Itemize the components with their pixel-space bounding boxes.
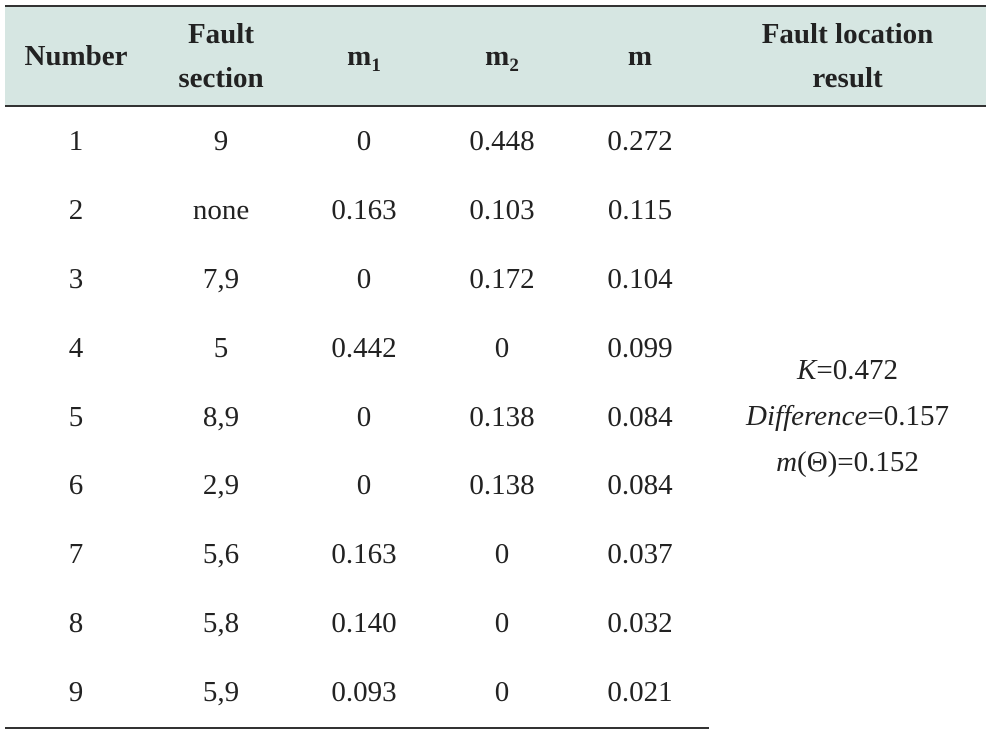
cell-m: 0.084 xyxy=(607,469,673,502)
cell-m1: 0 xyxy=(356,124,372,157)
header-fault-section: Fault section xyxy=(147,5,295,107)
table-row: 7 5,6 0.163 0 0.037 xyxy=(5,520,986,589)
cell-m2: 0.103 xyxy=(469,193,535,226)
cell-fault-section: 5,9 xyxy=(147,658,295,730)
cell-m: 0.037 xyxy=(607,538,673,571)
cell-m2: 0 xyxy=(494,607,510,640)
result-difference: Difference=0.157 xyxy=(746,399,949,432)
cell-m1: 0 xyxy=(356,469,372,502)
cell-m: 0.115 xyxy=(607,193,673,226)
table-row: 6 2,9 0 0.138 0.084 xyxy=(5,451,986,520)
cell-m2: 0.138 xyxy=(469,400,535,433)
cell-number: 3 xyxy=(68,262,84,295)
cell-fault-section: 9 xyxy=(213,124,229,157)
cell-m2: 0 xyxy=(494,538,510,571)
header-m1: m1 xyxy=(295,5,433,107)
cell-number: 9 xyxy=(5,658,147,730)
cell-fault-section: 5,6 xyxy=(202,538,240,571)
cell-m1: 0.442 xyxy=(331,331,397,364)
cell-fault-section: none xyxy=(192,193,250,226)
cell-number: 8 xyxy=(68,607,84,640)
fault-location-table: Number Fault section m1 m2 m Fault locat… xyxy=(5,5,986,730)
cell-m2: 0 xyxy=(494,331,510,364)
result-k: K=0.472 xyxy=(797,353,898,386)
cell-m2: 0.138 xyxy=(469,469,535,502)
cell-fault-section: 2,9 xyxy=(202,469,240,502)
cell-number: 5 xyxy=(68,400,84,433)
cell-m: 0.272 xyxy=(607,124,673,157)
cell-number: 7 xyxy=(68,538,84,571)
cell-m1: 0 xyxy=(356,262,372,295)
table-header-row: Number Fault section m1 m2 m Fault locat… xyxy=(5,5,986,107)
cell-m2: 0 xyxy=(433,658,571,730)
table-row: 3 7,9 0 0.172 0.104 xyxy=(5,245,986,314)
cell-fault-section: 5 xyxy=(213,331,229,364)
header-m: m xyxy=(571,5,709,107)
cell-number: 1 xyxy=(68,124,84,157)
result-m-theta: m(Θ)=0.152 xyxy=(776,445,919,478)
table-row: 4 5 0.442 0 0.099 xyxy=(5,314,986,383)
cell-number: 6 xyxy=(68,469,84,502)
fault-location-result-cell: K=0.472 Difference=0.157 m(Θ)=0.152 xyxy=(709,106,986,728)
header-fault-location-result: Fault location result xyxy=(709,5,986,107)
cell-m: 0.032 xyxy=(607,607,673,640)
cell-m: 0.104 xyxy=(607,262,673,295)
table-row: 5 8,9 0 0.138 0.084 xyxy=(5,383,986,452)
fault-location-table-container: Number Fault section m1 m2 m Fault locat… xyxy=(5,5,986,730)
table-row: 8 5,8 0.140 0 0.032 xyxy=(5,589,986,658)
cell-fault-section: 8,9 xyxy=(202,400,240,433)
table-row: 2 none 0.163 0.103 0.115 xyxy=(5,176,986,245)
cell-m2: 0.172 xyxy=(469,262,535,295)
cell-m: 0.021 xyxy=(571,658,709,730)
cell-fault-section: 7,9 xyxy=(202,262,240,295)
header-number: Number xyxy=(5,5,147,107)
cell-m1: 0.163 xyxy=(331,193,397,226)
cell-m1: 0.163 xyxy=(331,538,397,571)
cell-m2: 0.448 xyxy=(469,124,535,157)
cell-m1: 0.140 xyxy=(331,607,397,640)
table-row: 1 9 0 0.448 0.272 K=0.472 Difference=0.1… xyxy=(5,106,986,478)
cell-fault-section: 5,8 xyxy=(202,607,240,640)
cell-number: 4 xyxy=(68,331,84,364)
cell-number: 2 xyxy=(68,193,84,226)
cell-m1: 0.093 xyxy=(295,658,433,730)
cell-m: 0.084 xyxy=(607,400,673,433)
cell-m1: 0 xyxy=(356,400,372,433)
header-m2: m2 xyxy=(433,5,571,107)
cell-m: 0.099 xyxy=(607,331,673,364)
table-row: 9 5,9 0.093 0 0.021 xyxy=(5,658,986,730)
